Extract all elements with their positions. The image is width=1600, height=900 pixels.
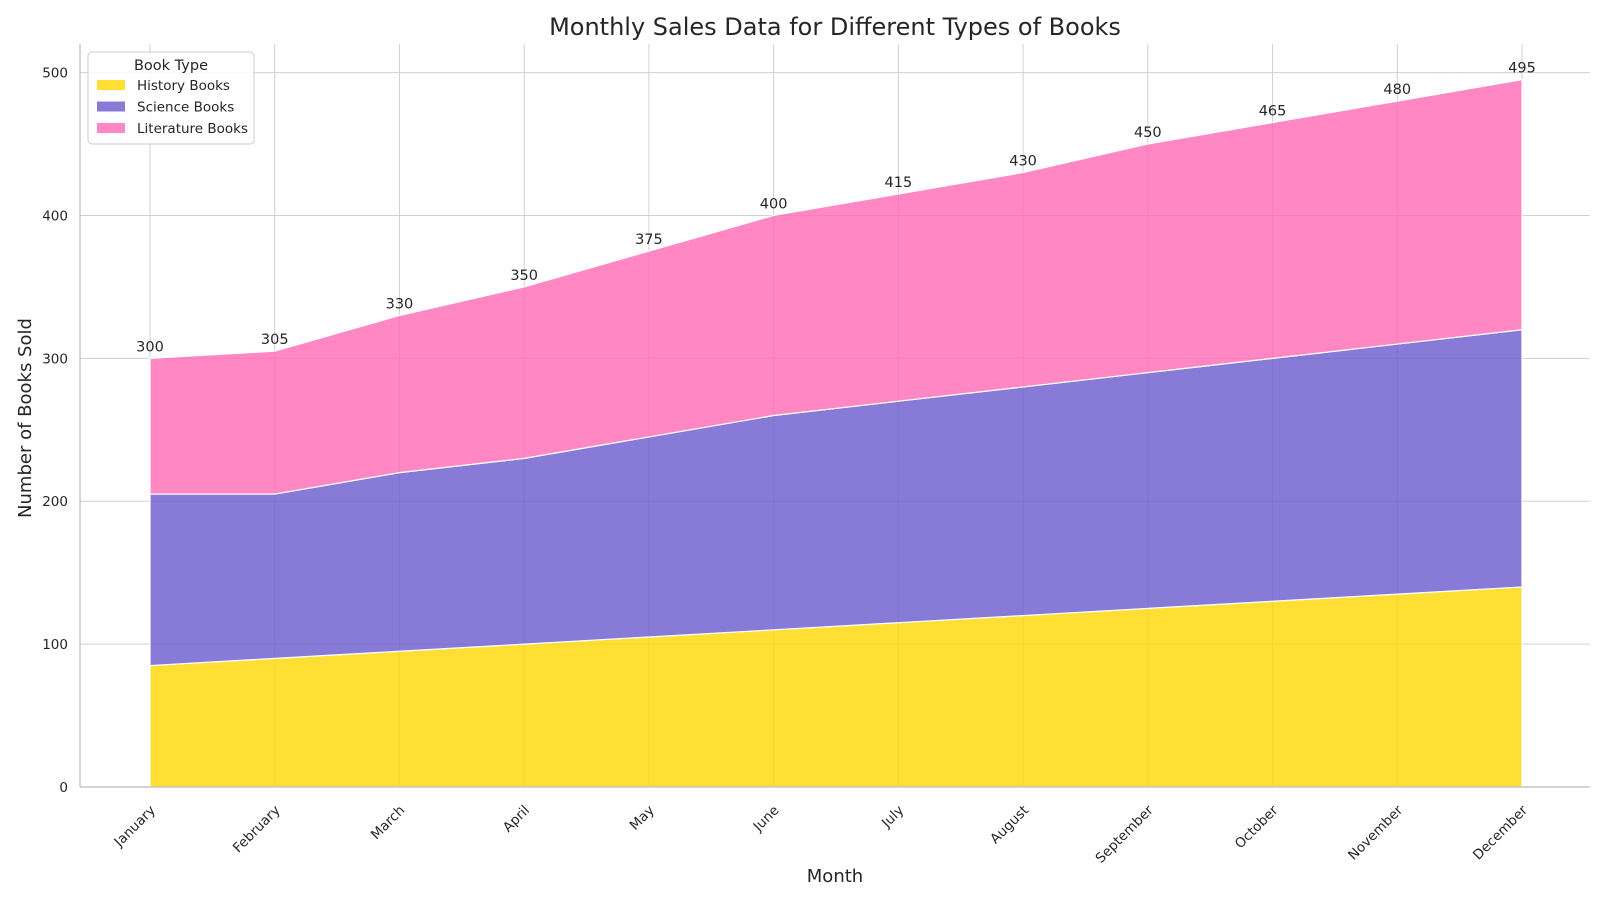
y-tick-label: 300 (42, 351, 68, 367)
x-tick-label: October (1232, 802, 1282, 852)
area-series (149, 79, 1523, 788)
total-label: 450 (1134, 125, 1162, 141)
x-tick-labels: January February March April May June July Augu… (111, 802, 1532, 866)
legend-title: Book Type (134, 58, 208, 74)
total-label: 465 (1259, 104, 1287, 120)
x-tick-label: February (230, 803, 284, 857)
y-tick-label: 400 (42, 208, 68, 224)
x-tick-label: April (500, 803, 533, 836)
axes (79, 44, 1590, 788)
x-tick-label: November (1345, 802, 1406, 863)
total-label: 495 (1508, 61, 1536, 77)
legend-frame (87, 51, 255, 145)
total-label: 305 (261, 332, 289, 348)
legend-label-science-books: Science Books (137, 100, 234, 116)
total-label: 430 (1009, 154, 1037, 170)
chart-title: Monthly Sales Data for Different Types o… (549, 13, 1121, 41)
x-tick-label: December (1470, 802, 1531, 863)
total-label: 480 (1383, 82, 1411, 98)
total-label: 375 (635, 232, 663, 248)
legend-items: History Books Science Books Literature Boo… (97, 78, 248, 137)
legend-swatch-science-books (97, 101, 125, 112)
total-label: 400 (760, 196, 788, 212)
y-tick-label: 200 (42, 494, 68, 510)
total-labels: 300 305 330 350 375 400 415 430 450 465 480 495 (136, 61, 1536, 356)
x-tick-label: July (878, 803, 907, 832)
total-label: 350 (510, 268, 538, 284)
area-literature-books (149, 79, 1523, 495)
x-tick-label: August (987, 803, 1032, 848)
x-tick-label: January (111, 803, 159, 851)
x-tick-label: June (750, 803, 783, 836)
y-axis-label: Number of Books Sold (15, 318, 36, 518)
legend-label-literature-books: Literature Books (137, 121, 248, 137)
x-tick-label: May (627, 803, 658, 834)
total-label: 300 (136, 339, 164, 355)
y-tick-labels: 0 100 200 300 400 500 (42, 66, 68, 796)
y-tick-label: 0 (59, 780, 68, 796)
legend-swatch-history-books (97, 80, 125, 90)
x-tick-label: March (368, 803, 408, 843)
x-tick-label: September (1093, 802, 1157, 866)
legend-label-history-books: History Books (137, 78, 230, 94)
legend-swatch-literature-books (97, 123, 125, 133)
total-label: 330 (386, 296, 414, 312)
x-axis-label: Month (807, 866, 863, 887)
legend: Book Type History Books Science Books Lite… (87, 51, 255, 145)
total-label: 415 (885, 175, 913, 191)
y-tick-label: 100 (42, 637, 68, 653)
y-tick-label: 500 (42, 66, 68, 82)
